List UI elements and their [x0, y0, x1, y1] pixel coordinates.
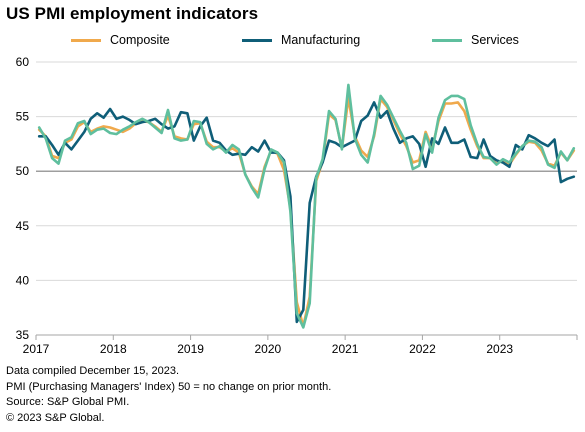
legend-item-services: Services — [432, 33, 519, 47]
y-tick-label-40: 40 — [16, 273, 30, 287]
chart-title: US PMI employment indicators — [6, 4, 259, 23]
series-line-manufacturing — [37, 101, 576, 324]
x-tick-label-2023: 2023 — [486, 342, 513, 356]
legend-swatch-services — [432, 38, 462, 42]
x-tick-label-2019: 2019 — [177, 342, 204, 356]
legend-label-manufacturing: Manufacturing — [281, 33, 361, 47]
y-tick-label-45: 45 — [16, 219, 30, 233]
y-tick-label-60: 60 — [16, 55, 30, 69]
legend-swatch-manufacturing — [242, 38, 272, 42]
y-tick-label-50: 50 — [16, 164, 30, 178]
chart-plot: 35 40 45 50 55 60 2017 2018 2019 2020 2021 2022 2023 — [16, 55, 578, 356]
legend: Composite Manufacturing Services — [0, 33, 585, 51]
y-tick-label-55: 55 — [16, 110, 30, 124]
footer-notes: Data compiled December 15, 2023. PMI (Pu… — [6, 364, 331, 426]
footer-compiled-note: Data compiled December 15, 2023. — [6, 365, 180, 377]
footer-copyright: © 2023 S&P Global. — [6, 411, 105, 424]
footer-pmi-note: PMI (Purchasing Managers' Index) 50 = no… — [6, 380, 332, 393]
legend-item-composite: Composite — [71, 33, 170, 47]
x-tick-label-2021: 2021 — [332, 342, 359, 356]
footer-source: Source: S&P Global PMI. — [6, 396, 130, 409]
legend-item-manufacturing: Manufacturing — [242, 33, 360, 47]
legend-label-composite: Composite — [110, 33, 170, 47]
x-tick-label-2020: 2020 — [255, 342, 282, 356]
x-tick-label-2022: 2022 — [409, 342, 436, 356]
series-line-services — [37, 83, 576, 329]
x-tick-label-2017: 2017 — [23, 342, 50, 356]
x-tick-label-2018: 2018 — [100, 342, 127, 356]
y-tick-label-35: 35 — [16, 328, 30, 342]
legend-label-services: Services — [471, 33, 519, 47]
legend-swatch-composite — [71, 38, 101, 42]
